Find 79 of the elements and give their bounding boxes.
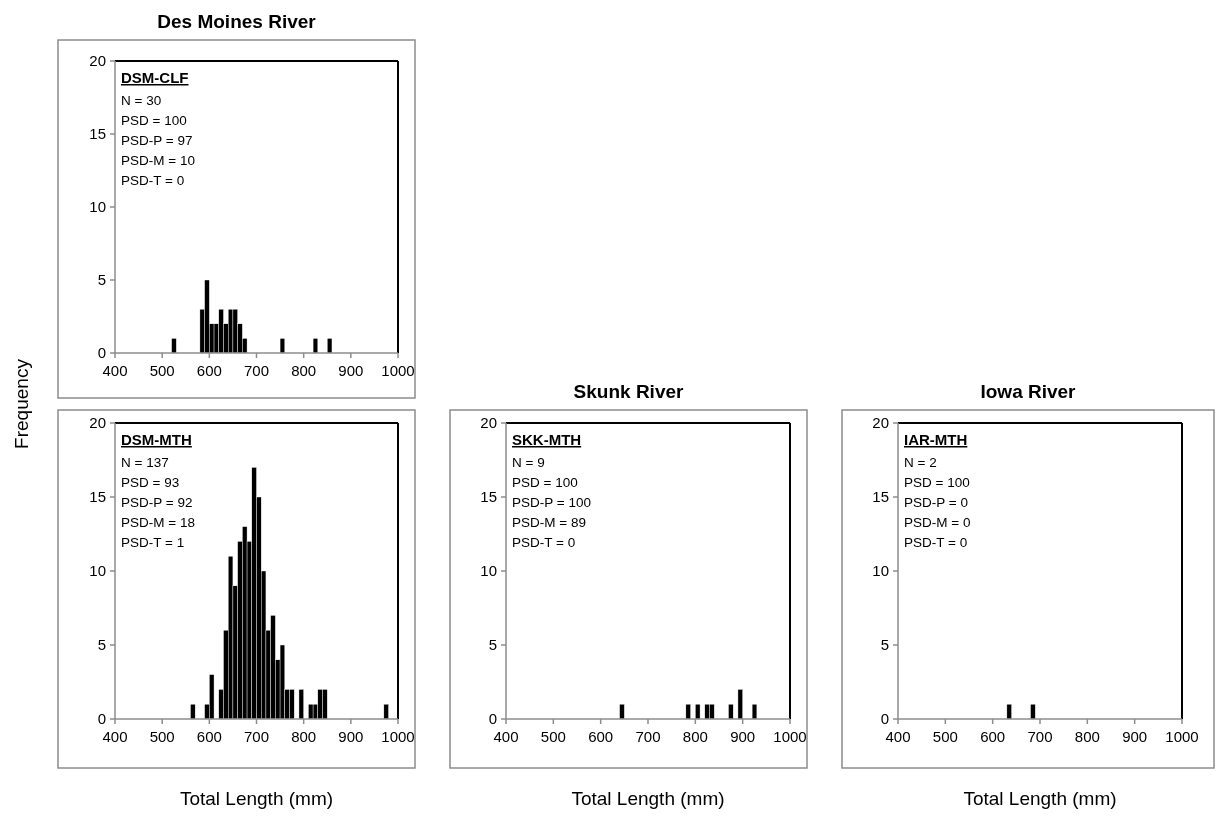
y-tick-label: 0 <box>488 710 497 727</box>
y-tick-label: 20 <box>89 52 106 69</box>
x-tick-label: 1000 <box>773 728 807 745</box>
chart-title: Iowa River <box>980 381 1077 402</box>
x-tick-label: 400 <box>102 362 128 379</box>
y-tick-label: 20 <box>480 414 497 431</box>
chart-title: Des Moines River <box>157 11 317 32</box>
y-tick-label: 5 <box>880 636 889 653</box>
x-tick-label: 600 <box>588 728 614 745</box>
x-axis-title: Total Length (mm) <box>571 788 725 809</box>
annotation: PSD = 100 <box>121 113 187 128</box>
x-tick-label: 900 <box>1122 728 1148 745</box>
x-tick-label: 800 <box>1074 728 1100 745</box>
x-tick-label: 500 <box>932 728 958 745</box>
x-tick-label: 1000 <box>381 728 415 745</box>
y-tick-label: 0 <box>97 710 106 727</box>
x-tick-label: 800 <box>291 362 317 379</box>
y-tick-label: 10 <box>89 198 106 215</box>
annotation: PSD-T = 1 <box>121 535 185 550</box>
y-tick-label: 0 <box>880 710 889 727</box>
y-tick-label: 15 <box>89 125 106 142</box>
annotation: PSD-M = 10 <box>121 153 195 168</box>
y-tick-label: 10 <box>89 562 106 579</box>
y-tick-label: 10 <box>872 562 889 579</box>
annotation: PSD-P = 100 <box>512 495 591 510</box>
annotation: PSD-P = 92 <box>121 495 193 510</box>
annotation: DSM-MTH <box>121 431 192 448</box>
annotation: PSD = 100 <box>512 475 578 490</box>
x-axis-title: Total Length (mm) <box>179 788 334 809</box>
annotation: N = 2 <box>904 455 937 470</box>
annotation: IAR-MTH <box>904 431 968 448</box>
x-tick-label: 700 <box>635 728 661 745</box>
annotation: PSD-T = 0 <box>904 535 968 550</box>
x-tick-label: 1000 <box>1165 728 1199 745</box>
y-tick-label: 20 <box>872 414 889 431</box>
y-tick-label: 10 <box>480 562 497 579</box>
y-tick-label: 20 <box>89 414 106 431</box>
annotation: PSD-T = 0 <box>512 535 576 550</box>
annotation: N = 30 <box>121 93 162 108</box>
x-tick-label: 500 <box>540 728 566 745</box>
x-tick-label: 400 <box>493 728 519 745</box>
x-tick-label: 600 <box>196 362 222 379</box>
y-tick-label: 5 <box>97 271 106 288</box>
chart-title: Skunk River <box>573 381 685 402</box>
y-tick-label: 5 <box>97 636 106 653</box>
annotation: N = 137 <box>121 455 169 470</box>
annotation: PSD-T = 0 <box>121 173 185 188</box>
annotation: SKK-MTH <box>512 431 582 448</box>
y-tick-label: 15 <box>480 488 497 505</box>
annotation: PSD-P = 0 <box>904 495 968 510</box>
x-tick-label: 1000 <box>381 362 415 379</box>
y-tick-label: 0 <box>97 344 106 361</box>
annotation: PSD-M = 89 <box>512 515 586 530</box>
annotation: PSD-P = 97 <box>121 133 193 148</box>
x-tick-label: 500 <box>149 362 175 379</box>
x-tick-label: 700 <box>1027 728 1053 745</box>
y-tick-label: 15 <box>872 488 889 505</box>
y-axis-title: Frequency <box>11 358 32 449</box>
x-tick-label: 700 <box>243 728 270 745</box>
annotation: PSD = 100 <box>904 475 970 490</box>
x-tick-label: 700 <box>243 362 270 379</box>
x-tick-label: 800 <box>291 728 317 745</box>
x-tick-label: 600 <box>980 728 1006 745</box>
x-tick-label: 500 <box>149 728 175 745</box>
annotation: DSM-CLF <box>121 69 189 86</box>
x-tick-label: 900 <box>338 728 364 745</box>
x-tick-label: 900 <box>730 728 756 745</box>
y-tick-label: 15 <box>89 488 106 505</box>
y-tick-label: 5 <box>488 636 497 653</box>
annotation: PSD-M = 0 <box>904 515 971 530</box>
x-tick-label: 400 <box>102 728 128 745</box>
x-tick-label: 400 <box>885 728 911 745</box>
annotation: PSD-M = 18 <box>121 515 195 530</box>
x-tick-label: 800 <box>682 728 708 745</box>
x-tick-label: 600 <box>196 728 222 745</box>
x-axis-title: Total Length (mm) <box>963 788 1117 809</box>
x-tick-label: 900 <box>338 362 364 379</box>
annotation: N = 9 <box>512 455 545 470</box>
annotation: PSD = 93 <box>121 475 180 490</box>
